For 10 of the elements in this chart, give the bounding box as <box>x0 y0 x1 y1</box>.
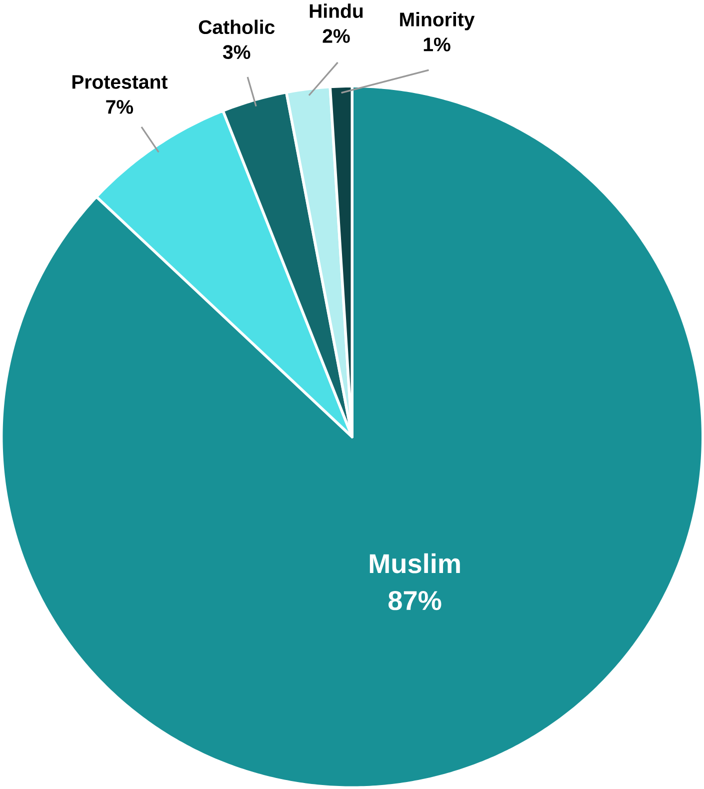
data-label: 1% <box>424 38 450 52</box>
slice-label: Catholic <box>198 20 274 34</box>
data-label: 2% <box>322 29 350 43</box>
data-label: 7% <box>106 100 133 114</box>
slice-label: Muslim <box>370 553 460 574</box>
data-label: 3% <box>222 45 250 60</box>
data-label: 87% <box>388 590 442 610</box>
slice-label: Minority <box>400 12 475 30</box>
slice-label: Protestant <box>72 75 168 89</box>
slice-label: Hindu <box>310 4 363 18</box>
